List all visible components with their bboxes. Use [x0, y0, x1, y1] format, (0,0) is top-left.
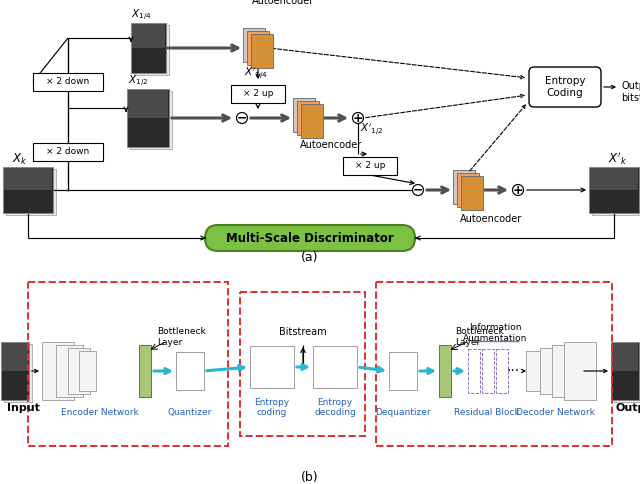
Text: Autoencoder: Autoencoder: [460, 214, 522, 224]
Bar: [612, 343, 638, 371]
Bar: [42, 342, 74, 400]
Bar: [127, 89, 169, 147]
Bar: [250, 346, 294, 388]
Text: Entropy
Coding: Entropy Coding: [545, 76, 585, 98]
Bar: [457, 173, 479, 207]
Bar: [343, 157, 397, 175]
Text: Output
bitstream: Output bitstream: [621, 81, 640, 103]
Text: $X_{1/2}$: $X_{1/2}$: [128, 74, 148, 89]
Bar: [468, 349, 480, 393]
Text: Dequantizer: Dequantizer: [375, 408, 431, 417]
Bar: [2, 343, 28, 371]
Text: Input: Input: [7, 403, 40, 413]
Bar: [33, 73, 103, 91]
Text: Multi-Scale Discriminator: Multi-Scale Discriminator: [226, 231, 394, 244]
Bar: [28, 282, 228, 446]
Text: × 2 up: × 2 up: [243, 90, 273, 99]
Bar: [33, 143, 103, 161]
Bar: [526, 351, 543, 391]
Bar: [453, 170, 475, 204]
Text: Bitstream: Bitstream: [279, 327, 327, 337]
Circle shape: [237, 112, 248, 123]
Circle shape: [413, 184, 424, 196]
Text: Entropy
decoding: Entropy decoding: [314, 397, 356, 417]
Bar: [482, 349, 494, 393]
Text: Output: Output: [616, 403, 640, 413]
Bar: [247, 31, 269, 65]
Bar: [243, 28, 265, 62]
Bar: [56, 345, 83, 397]
Text: × 2 down: × 2 down: [46, 148, 90, 156]
Circle shape: [353, 112, 364, 123]
Bar: [564, 342, 596, 400]
Bar: [128, 90, 168, 118]
Text: +: +: [353, 112, 364, 125]
Text: × 2 up: × 2 up: [355, 162, 385, 170]
Bar: [552, 345, 579, 397]
Bar: [251, 34, 273, 68]
FancyBboxPatch shape: [529, 67, 601, 107]
Circle shape: [513, 184, 524, 196]
Text: × 2 down: × 2 down: [46, 77, 90, 87]
Bar: [590, 168, 638, 190]
Bar: [611, 342, 639, 400]
Bar: [139, 345, 151, 397]
Bar: [130, 91, 172, 149]
Text: $X_{1/4}$: $X_{1/4}$: [131, 8, 152, 23]
Bar: [376, 282, 612, 446]
Bar: [313, 346, 357, 388]
Bar: [131, 24, 164, 48]
Text: Autoencoder: Autoencoder: [252, 0, 314, 6]
Bar: [589, 167, 639, 213]
Bar: [68, 348, 90, 394]
Text: Decoder Network: Decoder Network: [516, 408, 595, 417]
Text: Autoencoder: Autoencoder: [300, 140, 362, 150]
Text: Encoder Network: Encoder Network: [61, 408, 139, 417]
Text: $X'_{1/4}$: $X'_{1/4}$: [244, 65, 268, 81]
Text: +: +: [513, 184, 524, 197]
Text: Information
Augmentation: Information Augmentation: [463, 323, 527, 343]
Text: (a): (a): [301, 252, 319, 264]
Text: Residual Block: Residual Block: [454, 408, 520, 417]
Bar: [4, 344, 32, 402]
Bar: [176, 352, 204, 390]
Bar: [240, 292, 365, 436]
Bar: [496, 349, 508, 393]
Bar: [301, 104, 323, 138]
Bar: [4, 168, 52, 190]
Text: Entropy
coding: Entropy coding: [255, 397, 289, 417]
Bar: [134, 25, 168, 75]
Text: (b): (b): [301, 471, 319, 484]
Bar: [297, 101, 319, 135]
Text: Quantizer: Quantizer: [168, 408, 212, 417]
Bar: [461, 176, 483, 210]
Bar: [1, 342, 29, 400]
Bar: [439, 345, 451, 397]
Bar: [293, 98, 315, 132]
FancyBboxPatch shape: [205, 225, 415, 251]
Text: −: −: [413, 184, 423, 197]
Text: Bottleneck
Layer: Bottleneck Layer: [455, 327, 504, 347]
Text: Bottleneck
Layer: Bottleneck Layer: [157, 327, 205, 347]
Bar: [79, 351, 96, 391]
Bar: [540, 348, 562, 394]
Text: $X'_{1/2}$: $X'_{1/2}$: [360, 121, 383, 137]
Bar: [614, 344, 640, 402]
Text: $X'_k$: $X'_k$: [608, 151, 627, 167]
Bar: [231, 85, 285, 103]
Text: ···: ···: [506, 364, 520, 378]
Bar: [389, 352, 417, 390]
Text: −: −: [237, 112, 247, 125]
Bar: [6, 169, 56, 215]
Text: $X_k$: $X_k$: [12, 152, 28, 167]
Bar: [592, 169, 640, 215]
Bar: [131, 23, 166, 73]
Bar: [3, 167, 53, 213]
